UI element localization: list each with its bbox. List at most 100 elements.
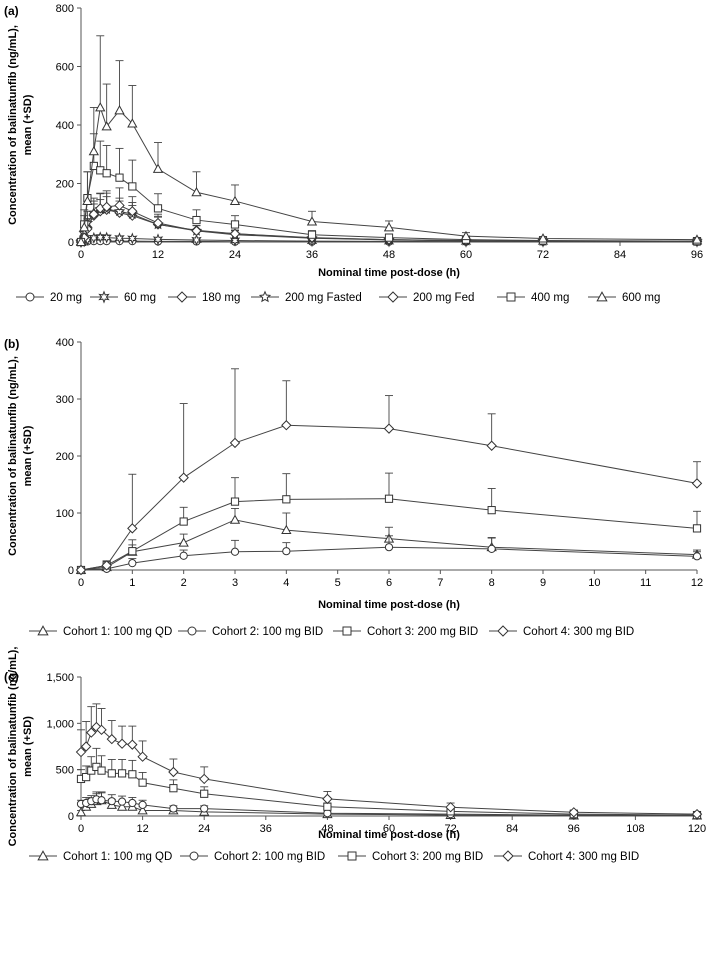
panel-label: (a) bbox=[4, 4, 19, 18]
legend-item: Cohort 1: 100 mg QD bbox=[29, 850, 172, 863]
y-axis-title-line: mean (+SD) bbox=[22, 94, 34, 155]
panel-a: (a) 0 200 400 600 800 0 12 24 36 48 60 72 84 96 Nominal… bbox=[4, 3, 703, 304]
data-point bbox=[169, 804, 178, 813]
data-point bbox=[107, 769, 116, 778]
x-tick-label: 84 bbox=[506, 823, 518, 835]
x-tick-label: 72 bbox=[444, 823, 456, 835]
data-point bbox=[115, 173, 124, 182]
data-point bbox=[79, 222, 90, 232]
x-axis-title: Nominal time post-dose (h) bbox=[318, 267, 460, 279]
data-point bbox=[127, 523, 138, 534]
x-tick-label: 84 bbox=[614, 249, 626, 261]
data-point bbox=[128, 798, 137, 808]
data-point bbox=[322, 793, 333, 805]
data-point bbox=[230, 497, 240, 506]
y-tick-label: 0 bbox=[68, 237, 74, 249]
x-tick-label: 60 bbox=[460, 249, 472, 261]
data-point bbox=[191, 225, 202, 237]
data-point bbox=[128, 547, 137, 556]
data-point bbox=[138, 778, 147, 787]
x-tick-label: 1 bbox=[129, 577, 135, 589]
data-point bbox=[487, 506, 496, 515]
data-point bbox=[229, 514, 241, 524]
data-point bbox=[692, 552, 702, 561]
legend-label: 180 mg bbox=[202, 292, 240, 304]
y-axis-title-line: Concentration of balinatunfib (ng/mL), bbox=[7, 647, 19, 847]
data-point bbox=[282, 495, 291, 504]
panel-label: (b) bbox=[4, 337, 19, 351]
legend-label: Cohort 4: 300 mg BID bbox=[523, 626, 634, 638]
legend-item: 200 mg Fed bbox=[379, 291, 474, 304]
y-tick-label: 0 bbox=[68, 811, 74, 823]
legend-item: 20 mg bbox=[16, 292, 82, 304]
legend-marker bbox=[502, 850, 514, 862]
y-tick-label: 600 bbox=[56, 62, 74, 74]
data-point bbox=[75, 746, 87, 758]
y-axis-title-line: Concentration of balinatunfib (ng/mL), bbox=[7, 25, 19, 225]
legend-item: Cohort 4: 300 mg BID bbox=[494, 850, 639, 863]
data-point bbox=[383, 423, 395, 434]
legend-marker bbox=[37, 850, 49, 861]
x-tick-label: 48 bbox=[321, 823, 333, 835]
data-point bbox=[137, 751, 148, 762]
data-point bbox=[82, 195, 93, 206]
legend: Cohort 1: 100 mg QD Cohort 2: 100 mg BID C… bbox=[29, 625, 634, 638]
x-tick-label: 48 bbox=[383, 249, 395, 261]
y-tick-label: 0 bbox=[68, 565, 74, 577]
data-point bbox=[88, 145, 100, 156]
data-point bbox=[192, 215, 201, 225]
x-tick-label: 24 bbox=[229, 249, 241, 261]
data-point bbox=[127, 739, 138, 750]
legend-item: Cohort 4: 300 mg BID bbox=[489, 625, 634, 638]
series-600-mg bbox=[75, 35, 703, 246]
legend-marker bbox=[347, 851, 357, 861]
data-point bbox=[486, 440, 497, 451]
x-tick-label: 96 bbox=[568, 823, 580, 835]
x-tick-label: 12 bbox=[152, 249, 164, 261]
x-tick-label: 60 bbox=[383, 823, 395, 835]
x-tick-label: 3 bbox=[232, 577, 238, 589]
data-point bbox=[80, 741, 92, 752]
series-cohort-3-200-mg-bid bbox=[76, 472, 702, 575]
data-point bbox=[282, 547, 291, 556]
legend-label: Cohort 1: 100 mg QD bbox=[63, 851, 172, 863]
legend-marker bbox=[176, 291, 188, 303]
y-tick-label: 1,500 bbox=[46, 672, 74, 684]
data-point bbox=[200, 789, 209, 798]
x-tick-label: 120 bbox=[688, 823, 706, 835]
data-point bbox=[306, 216, 318, 226]
data-point bbox=[107, 797, 116, 806]
data-point bbox=[384, 494, 394, 503]
legend-label: 20 mg bbox=[50, 292, 82, 304]
x-tick-label: 9 bbox=[540, 577, 546, 589]
legend-label: Cohort 3: 200 mg BID bbox=[367, 626, 478, 638]
data-point bbox=[230, 547, 240, 556]
x-axis-title: Nominal time post-dose (h) bbox=[318, 829, 460, 841]
x-tick-label: 12 bbox=[136, 823, 148, 835]
legend-label: Cohort 2: 100 mg BID bbox=[214, 851, 325, 863]
data-point bbox=[97, 766, 106, 775]
x-tick-label: 11 bbox=[640, 577, 651, 589]
data-point bbox=[117, 797, 127, 806]
data-point bbox=[169, 784, 178, 793]
x-tick-label: 72 bbox=[537, 249, 549, 261]
legend-label: 400 mg bbox=[531, 292, 569, 304]
series-line bbox=[80, 165, 698, 243]
legend-marker bbox=[189, 851, 199, 861]
x-axis-title: Nominal time post-dose (h) bbox=[318, 599, 460, 611]
data-point bbox=[487, 544, 496, 554]
legend-marker bbox=[25, 292, 35, 302]
x-tick-label: 5 bbox=[335, 577, 341, 589]
data-point bbox=[692, 524, 702, 533]
y-tick-label: 200 bbox=[56, 179, 74, 191]
data-point bbox=[127, 206, 138, 217]
data-point bbox=[101, 121, 112, 131]
legend-item: Cohort 3: 200 mg BID bbox=[338, 851, 483, 863]
legend-label: Cohort 3: 200 mg BID bbox=[372, 851, 483, 863]
x-tick-label: 4 bbox=[283, 577, 289, 589]
data-point bbox=[178, 472, 189, 483]
x-tick-label: 0 bbox=[78, 823, 84, 835]
